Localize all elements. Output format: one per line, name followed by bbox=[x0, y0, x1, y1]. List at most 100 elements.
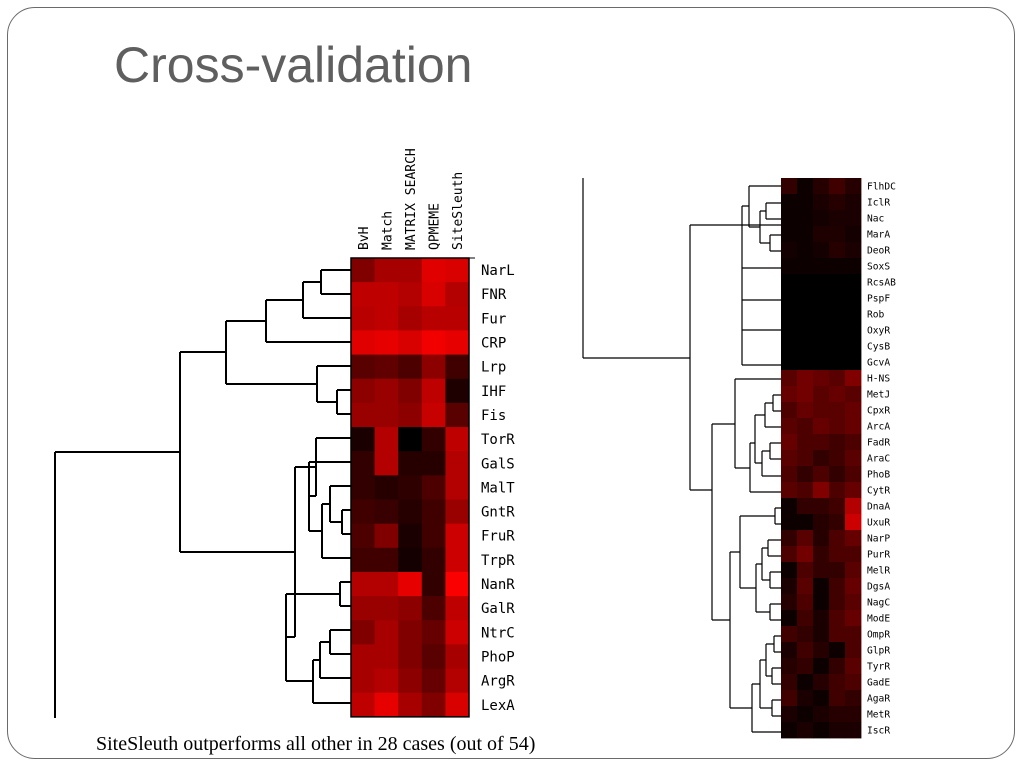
heatmap-cell bbox=[351, 571, 376, 597]
row-label: Rob bbox=[867, 310, 885, 321]
heatmap-cell bbox=[781, 658, 798, 675]
heatmap-cell bbox=[813, 626, 830, 643]
heatmap-cell bbox=[445, 692, 470, 718]
heatmap-cell bbox=[829, 498, 846, 515]
heatmap-cell bbox=[351, 668, 376, 694]
heatmap-cell bbox=[421, 692, 446, 718]
column-label: MATRIX SEARCH bbox=[404, 148, 419, 250]
heatmap-cell bbox=[398, 330, 423, 356]
heatmap-cell bbox=[351, 499, 376, 525]
row-label: IHF bbox=[481, 384, 506, 400]
heatmap-cell bbox=[398, 644, 423, 670]
heatmap-cell bbox=[845, 690, 862, 707]
heatmap-cell bbox=[813, 226, 830, 243]
heatmap-cell bbox=[781, 706, 798, 723]
heatmap-cell bbox=[797, 690, 814, 707]
heatmap-cell bbox=[421, 330, 446, 356]
heatmap-cell bbox=[445, 282, 470, 307]
heatmap-cell bbox=[781, 354, 798, 371]
heatmap-cell bbox=[781, 290, 798, 307]
column-label: QPMEME bbox=[428, 203, 443, 250]
row-label: FNR bbox=[481, 287, 507, 303]
heatmap-cell bbox=[845, 578, 862, 595]
heatmap-cell bbox=[797, 706, 814, 723]
row-label: H-NS bbox=[867, 374, 890, 385]
heatmap-cell bbox=[445, 547, 470, 573]
heatmap-cell bbox=[829, 674, 846, 691]
heatmap-cell bbox=[398, 668, 423, 694]
heatmap-cell bbox=[445, 378, 470, 404]
row-label: SoxS bbox=[867, 262, 890, 273]
heatmap-cell bbox=[845, 610, 862, 627]
heatmap-cell bbox=[845, 530, 862, 547]
heatmap-cell bbox=[845, 706, 862, 723]
heatmap-cell bbox=[445, 644, 470, 670]
heatmap-cell bbox=[351, 620, 376, 645]
heatmap-cell bbox=[829, 402, 846, 419]
heatmap-cell bbox=[351, 692, 376, 718]
heatmap-cell bbox=[398, 547, 423, 573]
heatmap-cell bbox=[813, 274, 830, 291]
heatmap-cell bbox=[845, 402, 862, 419]
heatmap-cell bbox=[813, 258, 830, 275]
left-heatmap-border bbox=[350, 257, 470, 718]
heatmap-cell bbox=[398, 402, 423, 428]
heatmap-cell bbox=[421, 499, 446, 525]
heatmap-cell bbox=[845, 306, 862, 323]
heatmap-cell bbox=[374, 451, 399, 476]
heatmap-cell bbox=[781, 610, 798, 627]
heatmap-cell bbox=[781, 210, 798, 227]
heatmap-cell bbox=[829, 274, 846, 291]
heatmap-cell bbox=[813, 722, 830, 739]
heatmap-cell bbox=[813, 466, 830, 483]
heatmap-cell bbox=[351, 330, 376, 356]
heatmap-cell bbox=[398, 354, 423, 380]
heatmap-cell bbox=[781, 274, 798, 291]
heatmap-cell bbox=[398, 258, 423, 283]
heatmap-cell bbox=[829, 178, 846, 195]
heatmap-cell bbox=[813, 706, 830, 723]
slide-caption: SiteSleuth outperforms all other in 28 c… bbox=[96, 733, 536, 755]
heatmap-cell bbox=[797, 338, 814, 355]
heatmap-cell bbox=[813, 434, 830, 451]
heatmap-cell bbox=[813, 242, 830, 259]
heatmap-cell bbox=[797, 562, 814, 579]
column-label: BvH bbox=[357, 227, 372, 250]
heatmap-cell bbox=[813, 386, 830, 403]
right-dendrogram bbox=[582, 178, 781, 733]
heatmap-cell bbox=[445, 427, 470, 452]
row-label: MelR bbox=[867, 566, 890, 577]
row-label: RcsAB bbox=[867, 278, 896, 289]
heatmap-cell bbox=[797, 258, 814, 275]
heatmap-cell bbox=[813, 370, 830, 387]
heatmap-cell bbox=[813, 322, 830, 339]
heatmap-cell bbox=[797, 242, 814, 259]
row-label: NagC bbox=[867, 598, 890, 609]
heatmap-cell bbox=[829, 354, 846, 371]
heatmap-cell bbox=[829, 562, 846, 579]
heatmap-cell bbox=[829, 226, 846, 243]
heatmap-cell bbox=[351, 547, 376, 573]
row-label: MarA bbox=[867, 230, 890, 241]
heatmap-cell bbox=[351, 523, 376, 549]
row-label: MetJ bbox=[867, 390, 890, 401]
heatmap-cell bbox=[398, 620, 423, 645]
heatmap-cell bbox=[845, 658, 862, 675]
heatmap-cell bbox=[813, 290, 830, 307]
heatmap-cell bbox=[829, 690, 846, 707]
heatmap-cell bbox=[829, 450, 846, 467]
heatmap-cell bbox=[421, 596, 446, 621]
heatmap-cell bbox=[398, 499, 423, 525]
heatmap-cell bbox=[781, 594, 798, 611]
heatmap-cell bbox=[813, 674, 830, 691]
heatmap-cell bbox=[845, 562, 862, 579]
row-label: GalR bbox=[481, 601, 515, 617]
heatmap-cell bbox=[845, 482, 862, 499]
heatmap-cell bbox=[781, 450, 798, 467]
row-label: TyrR bbox=[867, 662, 890, 673]
heatmap-cell bbox=[845, 626, 862, 643]
heatmap-cell bbox=[445, 523, 470, 549]
row-label: FruR bbox=[481, 529, 515, 545]
heatmap-cell bbox=[374, 620, 399, 645]
heatmap-cell bbox=[421, 620, 446, 645]
